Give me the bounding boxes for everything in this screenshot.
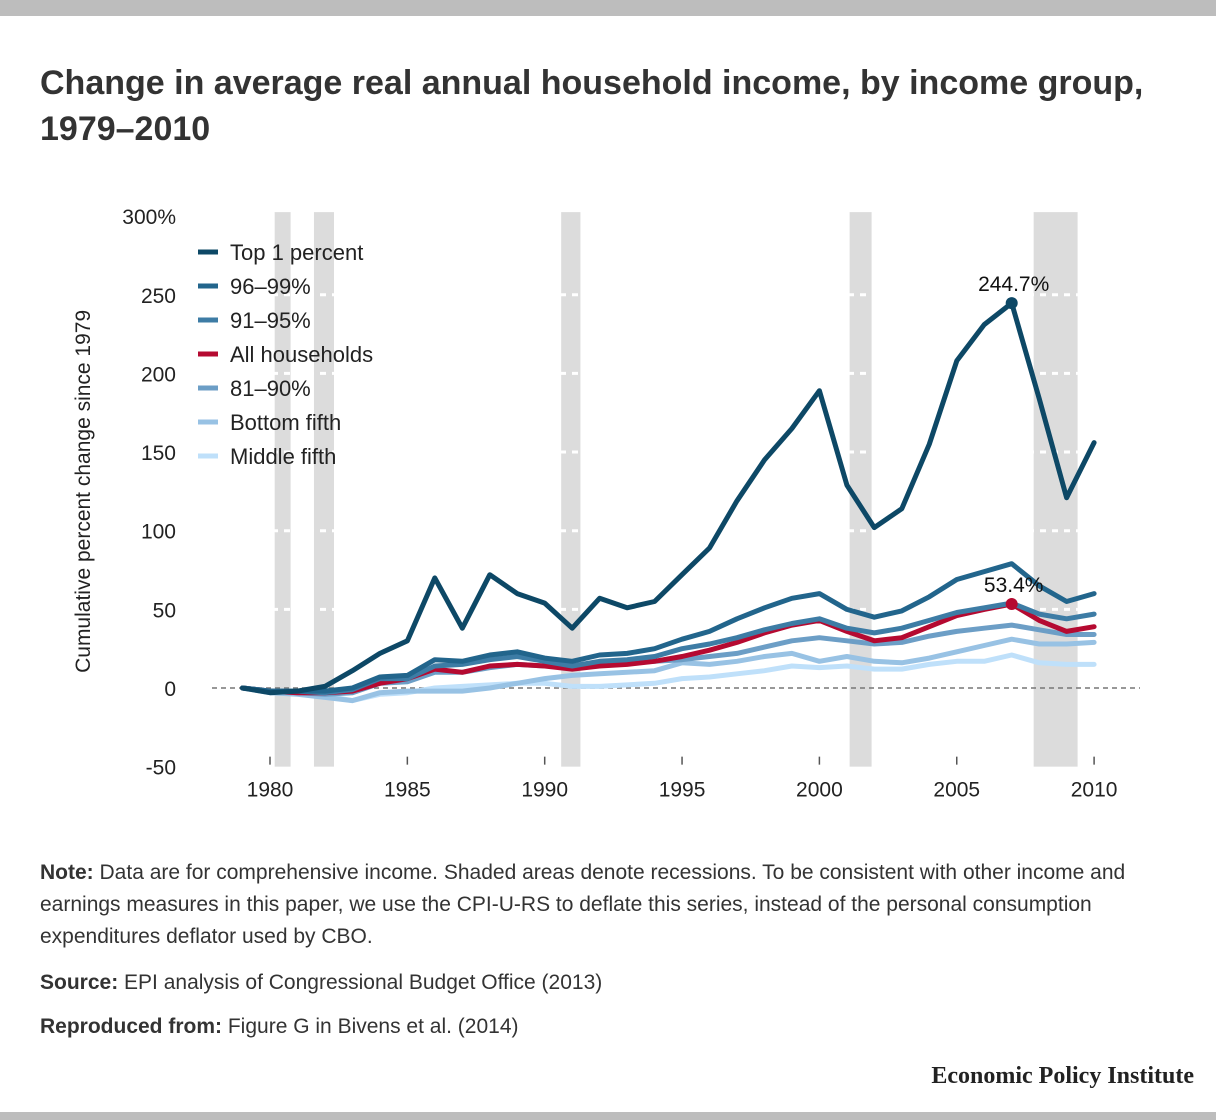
annotation-point — [1005, 598, 1018, 611]
legend-label: 96–99% — [230, 274, 311, 299]
y-tick-label: 150 — [141, 442, 176, 465]
epi-logo: Economic Policy Institute — [931, 1063, 1194, 1089]
y-axis-label: Cumulative percent change since 1979 — [72, 310, 95, 673]
reproduced-from: Reproduced from: Figure G in Bivens et a… — [40, 1011, 1180, 1043]
y-tick-label: 50 — [153, 599, 176, 622]
source-label: Source: — [40, 971, 119, 994]
series-line-all-households — [240, 601, 1097, 696]
annotation-point — [1005, 297, 1018, 310]
legend-label: Top 1 percent — [230, 240, 363, 265]
series-line-top-1-percent — [240, 300, 1097, 696]
legend-label: Bottom fifth — [230, 410, 341, 435]
legend-label: All households — [230, 342, 373, 367]
y-tick-label: 200 — [141, 363, 176, 386]
reproduced-label: Reproduced from: — [40, 1015, 223, 1038]
reproduced-text: Figure G in Bivens et al. (2014) — [227, 1015, 519, 1038]
x-tick-label: 2000 — [796, 779, 843, 802]
source: Source: EPI analysis of Congressional Bu… — [40, 967, 1180, 999]
bottom-border — [0, 1112, 1216, 1120]
annotation-label: 53.4% — [984, 574, 1044, 597]
x-tick-label: 1990 — [521, 779, 568, 802]
y-tick-label: 100 — [141, 521, 176, 544]
x-tick-label: 1985 — [384, 779, 431, 802]
series-line-96-99- — [240, 561, 1097, 694]
line-chart: -50 0 50 100 150 200 250 300% 1980 1985 1990 1995 20… — [72, 206, 1140, 802]
x-tick-label: 2010 — [1071, 779, 1118, 802]
recession-band — [313, 212, 335, 767]
note: Note: Data are for comprehensive income.… — [40, 857, 1180, 953]
legend-label: Middle fifth — [230, 444, 336, 469]
y-tick-label: 300% — [122, 206, 176, 229]
series-line-bottom-fifth — [240, 636, 1097, 704]
annotation-label: 244.7% — [978, 273, 1049, 296]
y-tick-label: -50 — [146, 757, 176, 780]
chart-title: Change in average real annual household … — [40, 64, 1144, 148]
legend-label: 81–90% — [230, 376, 311, 401]
legend-label: 91–95% — [230, 308, 311, 333]
note-label: Note: — [40, 861, 94, 884]
x-tick-label: 1995 — [659, 779, 706, 802]
y-tick-label: 250 — [141, 285, 176, 308]
source-text: EPI analysis of Congressional Budget Off… — [124, 971, 603, 994]
note-text: Data are for comprehensive income. Shade… — [40, 861, 1126, 948]
x-tick-label: 1980 — [247, 779, 294, 802]
x-tick-label: 2005 — [933, 779, 980, 802]
recession-band — [274, 212, 291, 767]
top-border — [0, 0, 1216, 16]
y-tick-label: 0 — [164, 678, 176, 701]
